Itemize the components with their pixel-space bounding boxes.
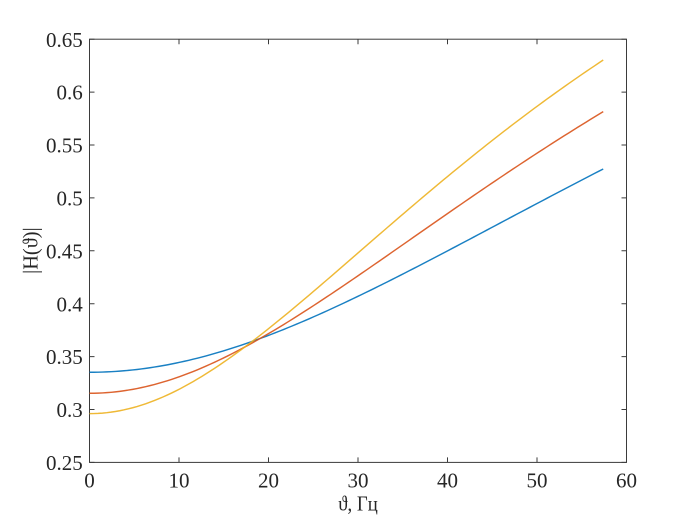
svg-text:0.6: 0.6 — [56, 81, 82, 105]
svg-text:0: 0 — [84, 469, 95, 493]
svg-text:10: 10 — [169, 469, 190, 493]
svg-text:0.4: 0.4 — [56, 292, 83, 316]
svg-text:|H(ϑ)|: |H(ϑ)| — [19, 227, 43, 274]
svg-text:0.5: 0.5 — [56, 187, 82, 211]
svg-text:50: 50 — [527, 469, 548, 493]
svg-text:0.45: 0.45 — [46, 239, 83, 263]
svg-text:20: 20 — [258, 469, 279, 493]
svg-text:0.65: 0.65 — [46, 28, 83, 52]
svg-text:30: 30 — [348, 469, 369, 493]
svg-text:40: 40 — [437, 469, 458, 493]
svg-text:0.3: 0.3 — [56, 398, 82, 422]
svg-text:ϑ, Гц: ϑ, Гц — [338, 492, 378, 516]
svg-text:0.35: 0.35 — [46, 345, 83, 369]
svg-text:60: 60 — [616, 469, 637, 493]
svg-text:0.55: 0.55 — [46, 134, 83, 158]
svg-text:0.25: 0.25 — [46, 451, 83, 475]
